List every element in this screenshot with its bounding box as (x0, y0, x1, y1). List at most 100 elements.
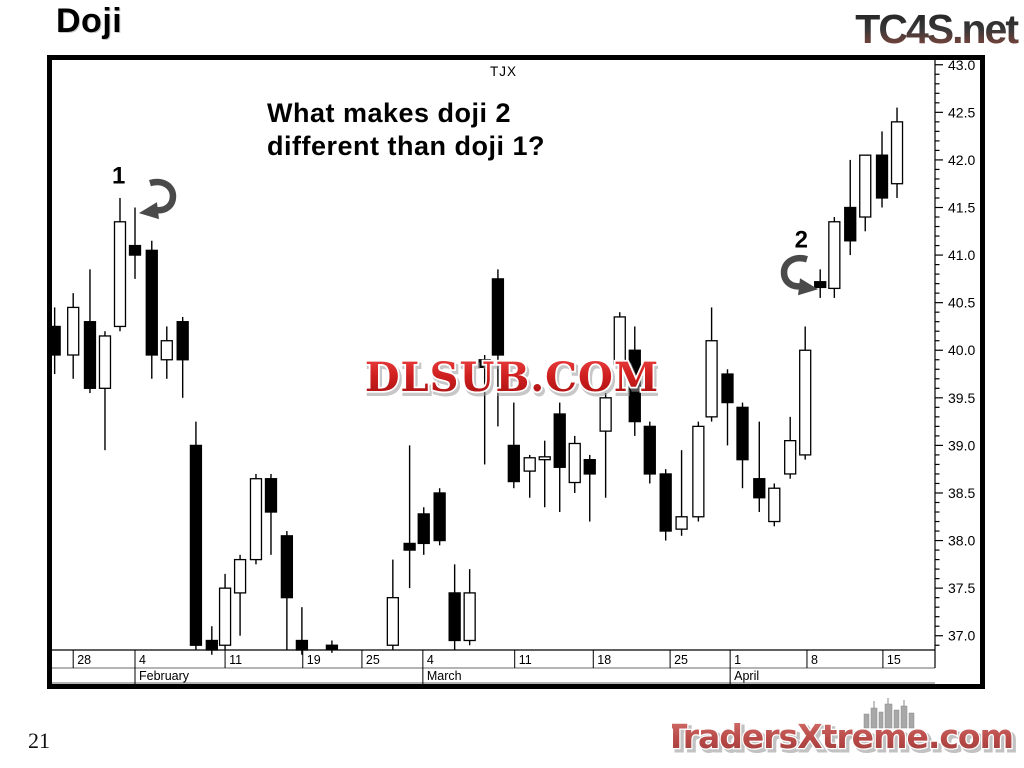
y-tick-label: 41.0 (948, 247, 975, 263)
week-label: 11 (229, 653, 242, 667)
candle-body-down (417, 513, 430, 545)
candle-body-down (433, 492, 446, 542)
candle-body-up (768, 487, 781, 523)
candle-body-down (721, 373, 734, 404)
candle-body-down (507, 444, 520, 483)
candle-body-down (814, 281, 827, 289)
chart-symbol-label: TJX (490, 64, 517, 79)
candle-body-up (67, 306, 80, 356)
arrow-head (138, 202, 159, 220)
candle-body-up (705, 340, 718, 418)
dlsub-watermark-text: DLSUB.COM (366, 354, 658, 401)
candle-body-up (784, 439, 797, 475)
y-tick-label: 43.0 (948, 60, 975, 73)
candle-body-up (568, 442, 581, 484)
annotation-arrow-1 (138, 178, 177, 220)
candle-body-up (160, 340, 173, 361)
arrow-arc (149, 178, 177, 214)
week-label: 19 (307, 653, 321, 667)
tradersxtreme-logo-text: TradersXtreme.com (672, 717, 1013, 756)
annotation-label-2: 2 (795, 226, 808, 253)
arrow-arc (780, 255, 808, 290)
candle-body-down (844, 206, 857, 242)
page-number: 21 (28, 728, 50, 753)
candle-body-up (828, 221, 841, 290)
candle-body-down (403, 542, 416, 551)
candle-body-down (189, 444, 203, 646)
week-label: 15 (887, 653, 901, 667)
question-text: What makes doji 2 different than doji 1? (267, 97, 545, 163)
y-tick-label: 38.5 (948, 485, 975, 501)
week-label: 1 (734, 653, 741, 667)
week-label: 8 (811, 653, 818, 667)
month-label: February (139, 669, 190, 683)
tradersxtreme-logo-shadow: TradersXtreme.com (672, 720, 1016, 759)
candle-body-down (280, 535, 294, 599)
candle-body-down (583, 459, 596, 475)
candle-body-up (233, 558, 247, 594)
candle-body-up (523, 457, 536, 472)
candle-body-up (538, 456, 551, 461)
candle-body-down (145, 249, 158, 356)
candle-body-up (249, 478, 263, 561)
chart-frame: 28 4 11 19 25 4 11 18 25 1 8 15 February March April 37… (47, 55, 985, 689)
candle-body-down (448, 592, 461, 642)
annotation-arrow-2 (780, 255, 819, 296)
candle-body-down (176, 321, 189, 361)
tc4s-logo: TC4S.net (855, 6, 1020, 52)
candle-body-down (628, 349, 641, 423)
candle-body-down (52, 325, 61, 356)
candle-body-down (478, 359, 491, 369)
annotation-label-1: 1 (112, 163, 125, 190)
candle-body-up (859, 154, 872, 218)
y-tick-label: 40.5 (948, 295, 975, 311)
candle-body-down (325, 644, 339, 650)
candle-body-up (675, 516, 688, 530)
y-tick-label: 42.5 (948, 104, 975, 120)
week-label: 11 (519, 653, 532, 667)
dlsub-watermark-shadow: DLSUB.COM (367, 357, 658, 404)
candle-body-up (613, 316, 626, 366)
week-label: 4 (427, 653, 434, 667)
candle-body-down (295, 639, 309, 651)
week-label: 28 (77, 653, 91, 667)
candle-body-up (799, 349, 812, 456)
y-tick-label: 39.5 (948, 390, 975, 406)
month-label: April (734, 669, 759, 683)
y-tick-label: 42.0 (948, 152, 975, 168)
candle-body-up (890, 121, 904, 185)
candle-body-up (599, 397, 612, 432)
slide-title: Doji (56, 2, 123, 40)
candle-body-down (83, 321, 97, 389)
candle-body-down (128, 244, 142, 256)
y-tick-label: 39.0 (948, 437, 975, 453)
skyline-icon (863, 698, 915, 729)
y-tick-label: 41.5 (948, 200, 975, 216)
y-tick-label: 37.5 (948, 580, 975, 596)
candle-body-up (386, 597, 399, 646)
dlsub-watermark: DLSUB.COM DLSUB.COM (366, 352, 658, 406)
candle-body-up (463, 592, 476, 642)
candle-body-down (643, 425, 656, 475)
candle-body-down (875, 154, 889, 199)
week-label: 4 (139, 653, 146, 667)
candle-body-down (753, 478, 766, 499)
candle-body-down (736, 406, 749, 461)
candle-body-down (205, 639, 218, 651)
candle-body-up (218, 587, 232, 646)
candle-body-up (692, 425, 705, 518)
question-line-2: different than doji 1? (267, 130, 545, 161)
candle-body-up (113, 221, 127, 328)
tradersxtreme-logo: TradersXtreme.com TradersXtreme.com (672, 698, 1019, 761)
candle-body-down (553, 413, 566, 468)
tc4s-logo-text: TC4S.net (855, 6, 1019, 52)
candle-body-down (264, 478, 278, 513)
candle-body-up (98, 335, 112, 389)
question-line-1: What makes doji 2 (267, 98, 512, 128)
y-tick-label: 37.0 (948, 628, 975, 644)
arrow-head (798, 278, 819, 296)
week-label: 25 (366, 653, 380, 667)
month-label: March (427, 669, 462, 683)
